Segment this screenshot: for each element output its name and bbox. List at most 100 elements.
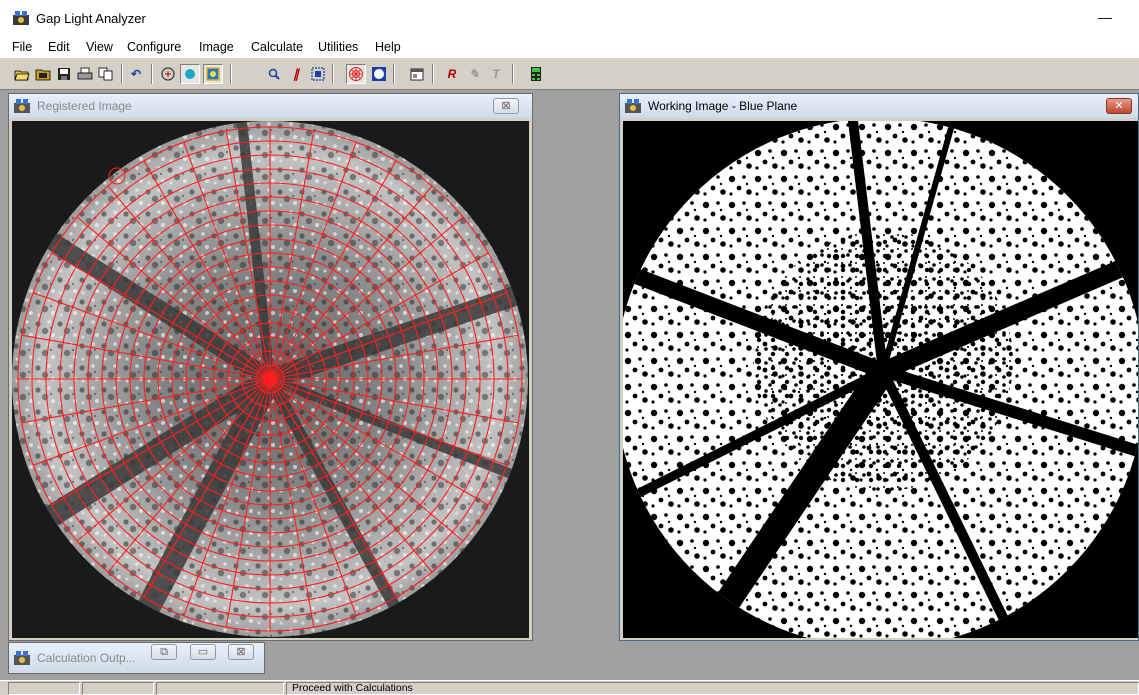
restore-icon[interactable]: ⧉ bbox=[151, 644, 177, 660]
app-titlebar: Gap Light Analyzer — bbox=[0, 0, 1139, 38]
menu-calculate[interactable]: Calculate bbox=[251, 40, 304, 54]
copy-icon[interactable] bbox=[96, 64, 116, 84]
toolbar-separator bbox=[230, 64, 232, 84]
circle-select-icon[interactable] bbox=[180, 64, 200, 84]
text-icon[interactable]: T bbox=[492, 67, 500, 81]
window-title: Calculation Outp... bbox=[37, 651, 136, 665]
calculator-icon[interactable] bbox=[526, 64, 546, 84]
binary-image bbox=[623, 121, 1138, 638]
zoom-icon[interactable] bbox=[264, 64, 284, 84]
grid-spoke bbox=[143, 160, 271, 380]
toolbar: ↶ ∥ R ✎ T bbox=[0, 58, 1139, 90]
register-icon[interactable] bbox=[158, 64, 178, 84]
toolbar-separator bbox=[393, 64, 395, 84]
grid-spoke bbox=[107, 378, 271, 573]
grid-spoke bbox=[225, 130, 271, 380]
close-icon[interactable]: ✕ bbox=[1106, 98, 1132, 114]
status-panel bbox=[8, 682, 80, 695]
registered-image-titlebar[interactable]: Registered Image bbox=[9, 94, 532, 118]
grid-spoke bbox=[33, 378, 271, 466]
registered-image bbox=[12, 121, 529, 638]
grid-spoke bbox=[51, 378, 271, 506]
grid-spoke bbox=[21, 378, 271, 424]
registered-image-window: Registered Image ⊠ bbox=[8, 93, 533, 641]
maximize-icon[interactable]: ▭ bbox=[190, 644, 216, 660]
window-icon bbox=[14, 651, 30, 665]
save-icon[interactable] bbox=[54, 64, 74, 84]
grid-spoke bbox=[269, 378, 464, 542]
window-title: Working Image - Blue Plane bbox=[648, 99, 798, 113]
toolbar-separator bbox=[512, 64, 514, 84]
grid-spoke bbox=[269, 252, 489, 380]
working-image-window: Working Image - Blue Plane ✕ bbox=[619, 93, 1139, 641]
toolbar-separator bbox=[332, 64, 334, 84]
grid-spoke bbox=[51, 252, 271, 380]
menu-file[interactable]: File bbox=[12, 40, 33, 54]
grid-spoke bbox=[21, 334, 271, 380]
north-marker bbox=[108, 167, 126, 185]
grid-spoke bbox=[269, 378, 397, 598]
menu-view[interactable]: View bbox=[86, 40, 113, 54]
toolbar-separator bbox=[432, 64, 434, 84]
close-icon[interactable]: ⊠ bbox=[493, 98, 519, 114]
sky-grid-icon[interactable] bbox=[346, 64, 366, 84]
open-folder-icon[interactable] bbox=[12, 64, 32, 84]
grid-spoke bbox=[269, 142, 357, 380]
properties-icon[interactable] bbox=[407, 64, 427, 84]
grid-spoke bbox=[143, 378, 271, 598]
registered-image-canvas[interactable] bbox=[12, 121, 529, 638]
status-bar: Proceed with Calculations bbox=[0, 680, 1139, 695]
crop-icon[interactable] bbox=[308, 64, 328, 84]
grid-spoke bbox=[269, 130, 315, 380]
menu-utilities[interactable]: Utilities bbox=[318, 40, 359, 54]
app-logo-icon bbox=[13, 11, 29, 25]
invert-icon[interactable] bbox=[369, 64, 389, 84]
calculation-output-window[interactable]: Calculation Outp... ⧉ ▭ ⊠ bbox=[8, 642, 265, 674]
toolbar-separator bbox=[151, 64, 153, 84]
grid-spoke bbox=[269, 378, 507, 466]
close-icon[interactable]: ⊠ bbox=[228, 644, 254, 660]
grid-spoke bbox=[269, 160, 397, 380]
grid-spoke bbox=[269, 378, 357, 616]
grid-spoke bbox=[76, 216, 271, 380]
square-select-icon[interactable] bbox=[203, 64, 223, 84]
grid-spoke bbox=[107, 185, 271, 380]
polar-grid bbox=[17, 126, 523, 632]
menu-bar: File Edit View Configure Image Calculate… bbox=[0, 38, 1139, 58]
grid-spoke bbox=[269, 378, 433, 573]
open-config-icon[interactable] bbox=[33, 64, 53, 84]
grid-spoke bbox=[269, 378, 519, 424]
menu-configure[interactable]: Configure bbox=[127, 40, 182, 54]
filter-r-icon[interactable]: R bbox=[447, 67, 457, 81]
grid-spoke bbox=[269, 378, 489, 506]
window-icon bbox=[625, 99, 641, 113]
threshold-icon[interactable]: ∥ bbox=[293, 67, 299, 81]
grid-spoke bbox=[33, 292, 271, 380]
undo-icon[interactable]: ↶ bbox=[130, 67, 142, 81]
calculation-output-titlebar[interactable]: Calculation Outp... bbox=[9, 643, 264, 673]
app-title: Gap Light Analyzer bbox=[36, 11, 146, 26]
menu-help[interactable]: Help bbox=[375, 40, 401, 54]
grid-spoke bbox=[225, 378, 271, 628]
print-icon[interactable] bbox=[75, 64, 95, 84]
grid-spoke bbox=[269, 216, 464, 380]
grid-spoke bbox=[269, 292, 507, 380]
edit-gray-icon[interactable]: ✎ bbox=[468, 67, 480, 81]
status-panel bbox=[156, 682, 284, 695]
grid-spoke bbox=[269, 334, 519, 380]
zenith-point bbox=[263, 372, 277, 386]
status-panel bbox=[82, 682, 154, 695]
working-image-canvas[interactable] bbox=[623, 121, 1138, 638]
window-title: Registered Image bbox=[37, 99, 132, 113]
grid-spoke bbox=[183, 378, 271, 616]
grid-spoke bbox=[269, 185, 433, 380]
menu-image[interactable]: Image bbox=[199, 40, 234, 54]
grid-spoke bbox=[76, 378, 271, 542]
minimize-button[interactable]: — bbox=[1098, 9, 1112, 25]
window-icon bbox=[14, 99, 30, 113]
working-image-titlebar[interactable]: Working Image - Blue Plane bbox=[620, 94, 1138, 118]
status-message: Proceed with Calculations bbox=[286, 682, 1139, 695]
grid-spoke bbox=[269, 378, 315, 628]
toolbar-separator bbox=[121, 64, 123, 84]
menu-edit[interactable]: Edit bbox=[48, 40, 70, 54]
